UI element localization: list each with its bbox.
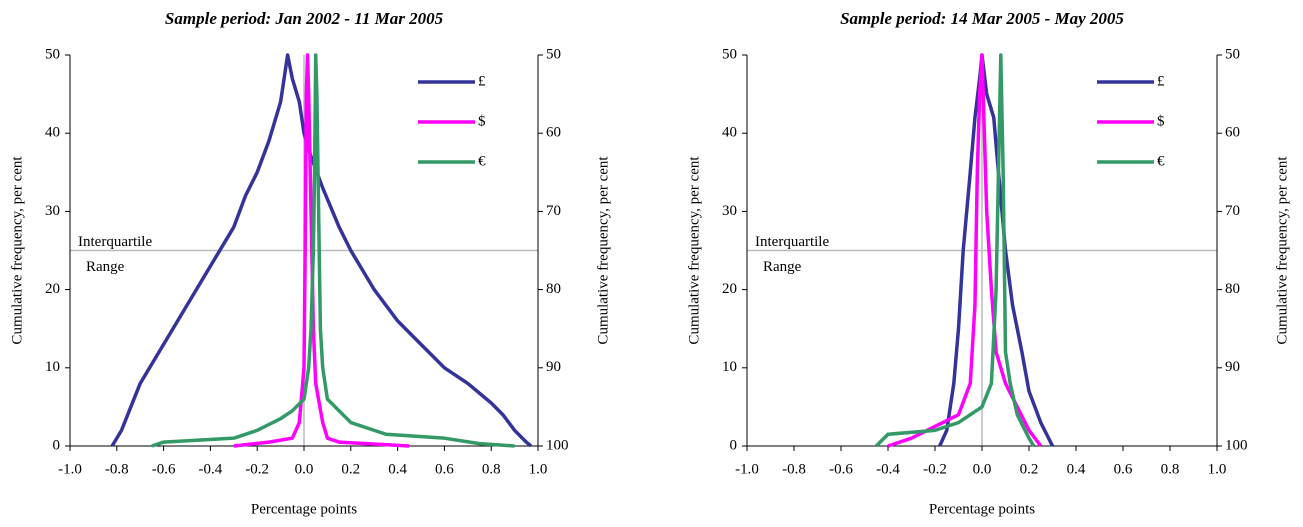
y2-tick-label: 90 [1225,359,1240,375]
x-tick-label: 0.6 [435,461,454,477]
x-tick-label: -0.8 [105,461,129,477]
y-tick-label: 50 [722,46,737,62]
x-tick-label: 0.2 [1020,461,1039,477]
x-tick-label: 0.4 [388,461,407,477]
y2-tick-label: 100 [1225,437,1248,453]
x-tick-label: -0.6 [152,461,176,477]
y2-tick-label: 50 [546,46,561,62]
annotation: Range [86,259,125,275]
chart-title: Sample period: Jan 2002 - 11 Mar 2005 [165,9,444,28]
data-line [233,53,410,448]
y-tick-label: 30 [722,203,737,219]
chart-title: Sample period: 14 Mar 2005 - May 2005 [840,9,1124,28]
y2-tick-label: 90 [546,359,561,375]
y-tick-label: 40 [45,125,60,141]
y2-tick-label: 100 [546,437,569,453]
y2-tick-label: 80 [1225,281,1240,297]
y-tick-label: 40 [722,125,737,141]
data-line [887,53,1043,448]
y2-tick-label: 60 [1225,125,1240,141]
x-axis-label: Percentage points [929,501,1035,517]
x-tick-label: 0.4 [1067,461,1086,477]
x-tick-label: -0.2 [923,461,947,477]
x-axis-label: Percentage points [251,501,357,517]
x-tick-label: 1.0 [529,461,548,477]
data-line [110,53,533,448]
data-line [938,53,1055,447]
y-axis-label: Cumulative frequency, per cent [686,156,702,345]
legend-label: $ [1157,113,1165,129]
legend-label: £ [478,73,486,89]
legend-label: £ [1157,73,1165,89]
x-tick-label: -1.0 [735,461,759,477]
y2-axis-label: Cumulative frequency, per cent [1274,156,1290,345]
x-tick-label: -0.4 [876,461,900,477]
y-tick-label: 20 [722,281,737,297]
y-tick-label: 20 [45,281,60,297]
y2-tick-label: 80 [546,281,561,297]
x-tick-label: 0.8 [1161,461,1180,477]
x-tick-label: 0.8 [482,461,501,477]
y-tick-label: 0 [53,437,61,453]
y-tick-label: 30 [45,203,60,219]
x-tick-label: -0.6 [829,461,853,477]
data-line [151,53,515,448]
legend-label: $ [478,113,486,129]
annotation: Interquartile [78,234,152,250]
y-tick-label: 50 [45,46,60,62]
x-tick-label: 1.0 [1208,461,1227,477]
x-tick-label: -0.2 [245,461,269,477]
x-tick-label: -0.8 [782,461,806,477]
y-tick-label: 0 [730,437,738,453]
legend-label: € [1157,153,1165,169]
annotation: Interquartile [755,234,829,250]
y2-tick-label: 60 [546,125,561,141]
y2-tick-label: 70 [546,203,561,219]
legend-label: € [478,153,486,169]
y2-tick-label: 70 [1225,203,1240,219]
x-tick-label: 0.6 [1114,461,1133,477]
x-tick-label: -1.0 [58,461,82,477]
y2-axis-label: Cumulative frequency, per cent [595,156,611,345]
x-tick-label: 0.0 [295,461,314,477]
y-tick-label: 10 [45,359,60,375]
data-line [875,53,1036,448]
x-tick-label: -0.4 [199,461,223,477]
x-tick-label: 0.0 [973,461,992,477]
annotation: Range [763,259,802,275]
y-axis-label: Cumulative frequency, per cent [9,156,25,345]
x-tick-label: 0.2 [341,461,360,477]
y-tick-label: 10 [722,359,737,375]
y2-tick-label: 50 [1225,46,1240,62]
